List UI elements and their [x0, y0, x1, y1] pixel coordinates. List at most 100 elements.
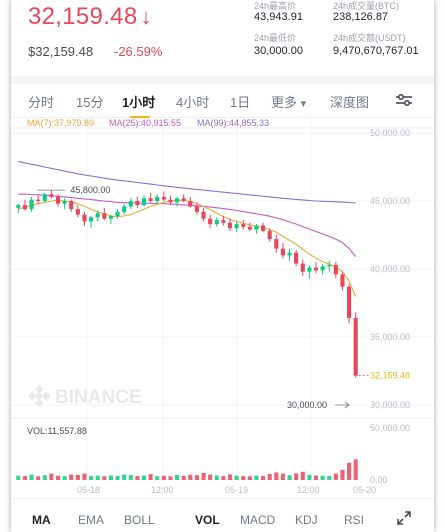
- volume-bar: [102, 476, 107, 480]
- volume-bar: [267, 473, 272, 480]
- kline-chart[interactable]: BINANCE MA(7):37,979.89 MA(25):40,915.55 M…: [11, 118, 434, 498]
- volume-bar: [300, 471, 305, 480]
- indicator-vol[interactable]: VOL: [195, 513, 220, 527]
- candle-body: [194, 206, 199, 212]
- indicator-kdj[interactable]: KDJ: [295, 513, 318, 527]
- binance-watermark: BINANCE: [27, 384, 142, 408]
- tab-4h[interactable]: 4小时: [176, 95, 210, 110]
- price-change-percent: -26.59%: [114, 44, 163, 59]
- candle-body: [287, 252, 292, 256]
- indicator-boll[interactable]: BOLL: [124, 513, 155, 527]
- candle-body: [327, 264, 332, 267]
- volume-bar: [161, 475, 166, 480]
- candle-body: [347, 286, 352, 318]
- candle-body: [188, 201, 193, 207]
- candle-body: [55, 196, 61, 204]
- time-axis-label: 12:00: [297, 485, 320, 495]
- ticker-header: 32,159.48 ↓ $32,159.48 -26.59% 24h最高价 43,…: [11, 0, 434, 76]
- fullscreen-icon[interactable]: [396, 510, 412, 526]
- ma-lines: [18, 161, 357, 297]
- tab-more-label: 更多: [271, 95, 298, 110]
- candle-body: [300, 263, 305, 272]
- price-axis-label: 40,000.00: [370, 264, 410, 274]
- volume-bar: [36, 476, 41, 480]
- volume-bar: [313, 475, 319, 480]
- ma25-line: [18, 193, 357, 257]
- candle-body: [320, 266, 325, 271]
- volume-bar: [95, 475, 100, 480]
- volume-bars: VOL:11,557.88 50,000.00 0.00: [16, 423, 410, 485]
- tab-line[interactable]: 分时: [28, 95, 55, 110]
- candle-body: [208, 218, 213, 225]
- stat-volume-btc-label: 24h成交量(BTC): [333, 1, 400, 11]
- chart-grid: [11, 118, 434, 478]
- tab-depth[interactable]: 深度图: [330, 95, 370, 110]
- candle-body: [181, 198, 186, 201]
- candle-body: [148, 198, 153, 201]
- indicator-ma[interactable]: MA: [32, 513, 51, 527]
- price-axis-label: 35,000.00: [370, 332, 410, 342]
- time-axis-label: 05-20: [353, 485, 376, 495]
- volume-bar: [234, 475, 239, 480]
- tab-1d[interactable]: 1日: [230, 95, 251, 110]
- volume-bar: [29, 474, 34, 480]
- time-axis: 05-18 12:00 05-19 12:00 05-20: [77, 485, 376, 495]
- volume-bar: [122, 474, 127, 480]
- volume-bar: [340, 469, 345, 480]
- volume-bar: [55, 475, 61, 480]
- candle-body: [69, 201, 74, 210]
- stat-volume-usdt-label: 24h成交额(USDT): [333, 33, 406, 43]
- tab-15m[interactable]: 15分: [76, 95, 104, 110]
- indicator-rsi[interactable]: RSI: [344, 513, 365, 527]
- price-axis: 50,000.00 45,000.00 40,000.00 35,000.00 30,0…: [370, 128, 410, 410]
- volume-bar: [42, 475, 47, 480]
- vol-axis-label: 50,000.00: [370, 423, 410, 433]
- ma99-line: [18, 161, 356, 204]
- volume-bar: [247, 476, 252, 480]
- candle-body: [128, 201, 133, 207]
- sliders-icon[interactable]: [395, 92, 413, 108]
- candle-body: [141, 198, 147, 206]
- candle-body: [108, 215, 113, 219]
- volume-bar: [168, 476, 173, 480]
- tab-more[interactable]: 更多 ▾: [271, 92, 306, 111]
- low-marker-arrow: [335, 401, 350, 409]
- volume-bar: [62, 476, 67, 480]
- stat-volume-usdt-value: 9,470,670,767.01: [333, 45, 419, 57]
- candle-body: [42, 194, 47, 201]
- ma-legend-2: MA(99):44,855.33: [197, 118, 269, 128]
- volume-bar: [16, 475, 21, 480]
- stat-high-value: 43,943.91: [254, 11, 303, 23]
- candle-body: [214, 220, 219, 225]
- candle-body: [168, 199, 173, 203]
- candles: [16, 190, 358, 378]
- candle-body: [241, 224, 246, 227]
- volume-bar: [294, 473, 299, 480]
- volume-bar: [82, 473, 87, 480]
- volume-bar: [148, 474, 153, 480]
- volume-bar: [353, 459, 358, 480]
- vol-axis-label: 0.00: [370, 475, 388, 485]
- indicator-bar: MA EMA BOLL VOL MACD KDJ RSI: [11, 498, 434, 532]
- volume-bar: [201, 472, 206, 480]
- candle-body: [307, 267, 312, 272]
- candle-body: [161, 196, 166, 200]
- indicator-ema[interactable]: EMA: [78, 513, 105, 527]
- chevron-down-icon: ▾: [300, 98, 307, 110]
- binance-logo-icon: [27, 384, 51, 408]
- volume-bar: [241, 476, 246, 480]
- time-axis-label: 05-19: [225, 485, 248, 495]
- volume-bar: [254, 475, 259, 480]
- candle-body: [201, 211, 206, 219]
- candle-body: [22, 205, 27, 210]
- indicator-macd[interactable]: MACD: [240, 513, 276, 527]
- tab-1h[interactable]: 1小时: [122, 95, 156, 110]
- candle-body: [135, 201, 140, 206]
- candle-body: [274, 239, 279, 249]
- last-price: 32,159.48 ↓: [28, 3, 152, 31]
- volume-bar: [227, 474, 233, 480]
- price-markers: 45,800.00 30,000.00 32,159.48: [37, 185, 410, 410]
- last-price-value: 32,159.48: [28, 3, 138, 30]
- volume-bar: [280, 473, 285, 480]
- volume-bar: [181, 475, 186, 480]
